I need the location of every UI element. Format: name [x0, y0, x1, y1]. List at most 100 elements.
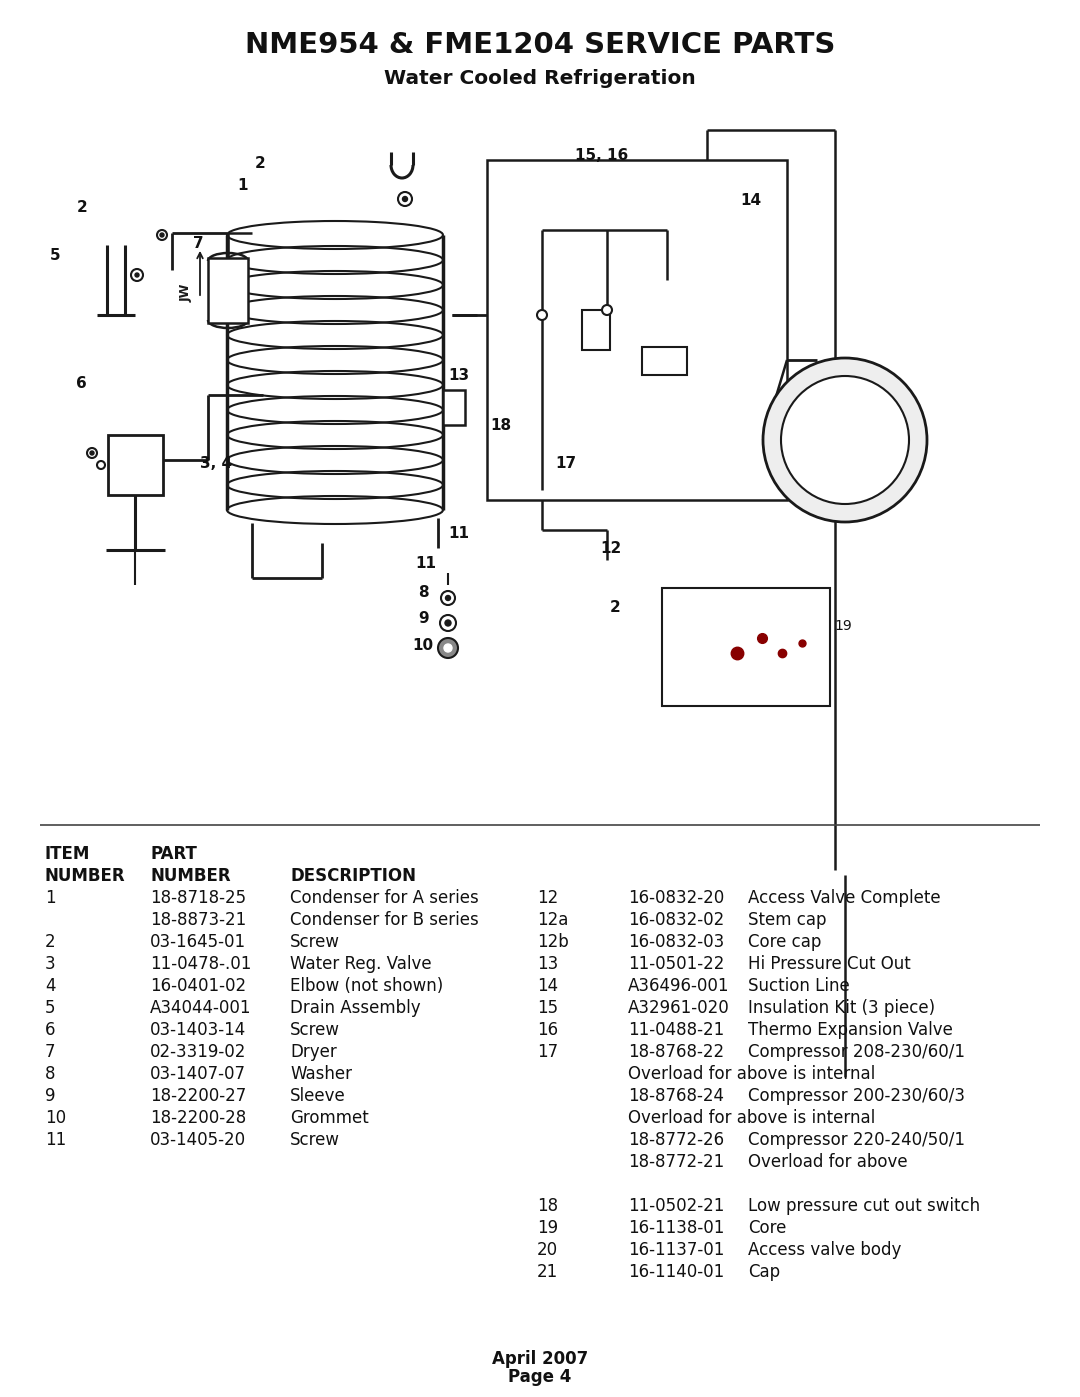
Circle shape	[438, 638, 458, 658]
Text: 20: 20	[537, 1241, 558, 1259]
Text: Page 4: Page 4	[509, 1368, 571, 1386]
Text: Core: Core	[748, 1220, 786, 1236]
Text: Water Reg. Valve: Water Reg. Valve	[291, 956, 432, 972]
Text: 13: 13	[448, 367, 469, 383]
Text: Screw: Screw	[291, 1021, 340, 1039]
Text: 18-8772-21: 18-8772-21	[627, 1153, 725, 1171]
Text: ITEM: ITEM	[45, 845, 91, 863]
Circle shape	[157, 231, 167, 240]
Text: A34044-001: A34044-001	[150, 999, 252, 1017]
Text: 17: 17	[537, 1044, 558, 1060]
Circle shape	[160, 233, 164, 237]
Text: 6: 6	[76, 376, 86, 391]
Text: 18-2200-27: 18-2200-27	[150, 1087, 246, 1105]
Text: NME954 & FME1204 SERVICE PARTS: NME954 & FME1204 SERVICE PARTS	[245, 31, 835, 59]
Text: 7: 7	[45, 1044, 55, 1060]
Text: 12a: 12a	[537, 911, 568, 929]
Text: 11-0488-21: 11-0488-21	[627, 1021, 725, 1039]
Text: 9: 9	[418, 610, 429, 626]
Text: Insulation Kit (3 piece): Insulation Kit (3 piece)	[748, 999, 935, 1017]
Text: 16-0832-20: 16-0832-20	[627, 888, 725, 907]
Text: Thermo Expansion Valve: Thermo Expansion Valve	[748, 1021, 953, 1039]
Text: 11-0478-.01: 11-0478-.01	[150, 956, 252, 972]
Circle shape	[90, 451, 94, 455]
Circle shape	[781, 376, 909, 504]
Circle shape	[441, 591, 455, 605]
Text: Suction Line: Suction Line	[748, 977, 850, 995]
Text: 2: 2	[610, 599, 621, 615]
Text: 15: 15	[537, 999, 558, 1017]
Text: 16: 16	[537, 1021, 558, 1039]
Text: 18-8718-25: 18-8718-25	[150, 888, 246, 907]
Text: Compressor 208-230/60/1: Compressor 208-230/60/1	[748, 1044, 966, 1060]
Text: Condenser for A series: Condenser for A series	[291, 888, 478, 907]
Text: Overload for above: Overload for above	[748, 1153, 907, 1171]
Text: Stem cap: Stem cap	[748, 911, 826, 929]
Text: 18-8772-26: 18-8772-26	[627, 1132, 724, 1148]
Text: NUMBER: NUMBER	[150, 868, 231, 886]
Text: Drain Assembly: Drain Assembly	[291, 999, 420, 1017]
Circle shape	[97, 461, 105, 469]
Text: 14: 14	[740, 193, 761, 208]
Text: April 2007: April 2007	[491, 1350, 589, 1368]
Text: Grommet: Grommet	[291, 1109, 368, 1127]
Bar	[662, 588, 831, 705]
Text: 3: 3	[45, 956, 56, 972]
Text: Water Cooled Refrigeration: Water Cooled Refrigeration	[384, 68, 696, 88]
Bar	[208, 258, 248, 323]
Circle shape	[440, 615, 456, 631]
Text: 14: 14	[537, 977, 558, 995]
Text: A36496-001: A36496-001	[627, 977, 729, 995]
Text: 5: 5	[45, 999, 55, 1017]
Text: DESCRIPTION: DESCRIPTION	[291, 868, 416, 886]
Bar	[487, 161, 787, 500]
Circle shape	[602, 305, 612, 314]
Text: 11: 11	[45, 1132, 66, 1148]
Text: 4: 4	[45, 977, 55, 995]
Circle shape	[87, 448, 97, 458]
Text: Sleeve: Sleeve	[291, 1087, 346, 1105]
Text: PART: PART	[150, 845, 197, 863]
Text: 3, 4: 3, 4	[200, 455, 232, 471]
Text: 11: 11	[448, 527, 469, 541]
Text: 2: 2	[255, 156, 266, 170]
Circle shape	[446, 595, 450, 601]
Text: 16-0832-03: 16-0832-03	[627, 933, 725, 951]
Circle shape	[537, 310, 546, 320]
Circle shape	[135, 272, 139, 277]
Bar	[108, 434, 163, 495]
Text: Low pressure cut out switch: Low pressure cut out switch	[748, 1197, 981, 1215]
Text: 12: 12	[537, 888, 558, 907]
Text: Compressor 200-230/60/3: Compressor 200-230/60/3	[748, 1087, 966, 1105]
Text: 10: 10	[411, 638, 433, 652]
Bar	[642, 346, 687, 374]
Text: 03-1403-14: 03-1403-14	[150, 1021, 246, 1039]
Circle shape	[445, 620, 451, 626]
Text: 5: 5	[50, 249, 60, 263]
Text: Cap: Cap	[748, 1263, 780, 1281]
Text: 10: 10	[45, 1109, 66, 1127]
Text: Compressor 220-240/50/1: Compressor 220-240/50/1	[748, 1132, 966, 1148]
Text: 03-1405-20: 03-1405-20	[150, 1132, 246, 1148]
Circle shape	[762, 358, 927, 522]
Text: 03-1645-01: 03-1645-01	[150, 933, 246, 951]
Text: 18-8768-22: 18-8768-22	[627, 1044, 724, 1060]
Text: 03-1407-07: 03-1407-07	[150, 1065, 246, 1083]
Text: 18-8768-24: 18-8768-24	[627, 1087, 724, 1105]
Circle shape	[399, 191, 411, 205]
Text: 1: 1	[237, 177, 247, 193]
Text: 21: 21	[537, 1263, 558, 1281]
Text: Elbow (not shown): Elbow (not shown)	[291, 977, 443, 995]
Text: Hi Pressure Cut Out: Hi Pressure Cut Out	[748, 956, 910, 972]
Circle shape	[444, 644, 453, 652]
Text: 16-0401-02: 16-0401-02	[150, 977, 246, 995]
Text: Screw: Screw	[291, 1132, 340, 1148]
Text: 16-1140-01: 16-1140-01	[627, 1263, 725, 1281]
Text: 18: 18	[537, 1197, 558, 1215]
Circle shape	[403, 197, 407, 201]
Text: 8: 8	[45, 1065, 55, 1083]
Text: 17: 17	[555, 455, 576, 471]
Text: 9: 9	[45, 1087, 55, 1105]
Circle shape	[131, 270, 143, 281]
Text: 12: 12	[600, 541, 621, 556]
